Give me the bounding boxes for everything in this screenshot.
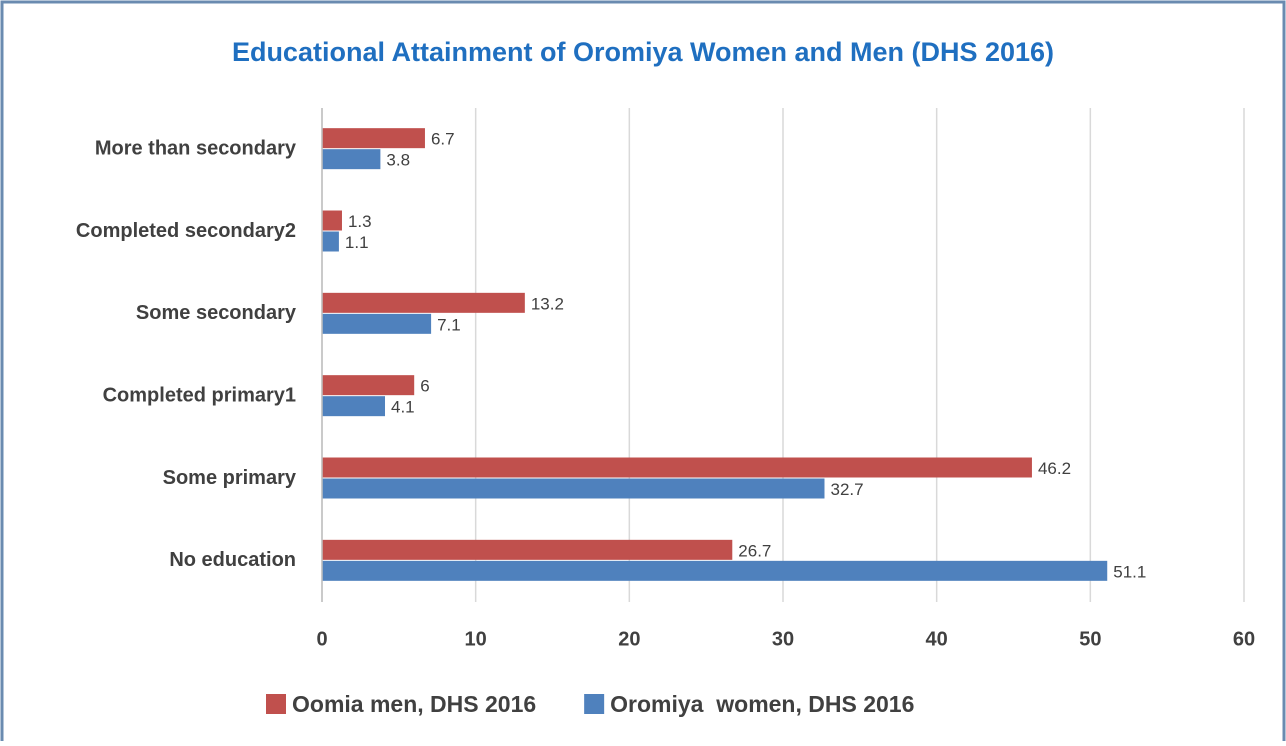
data-label: 3.8 [386,151,410,170]
legend-label: Oromiya women, DHS 2016 [610,691,914,717]
bar [322,396,386,417]
y-tick-label: Completed secondary2 [76,220,296,242]
bar [322,149,381,170]
x-tick-label: 10 [465,628,487,650]
bar [322,375,415,396]
x-tick-label: 60 [1233,628,1255,650]
data-label: 26.7 [738,541,771,560]
x-tick-label: 20 [618,628,640,650]
data-label: 51.1 [1113,562,1146,581]
legend-swatch [584,694,605,714]
legend-label: Oomia men, DHS 2016 [292,691,536,717]
bar [322,128,425,149]
data-label: 7.1 [437,315,461,334]
bar [322,478,825,499]
data-label: 46.2 [1038,459,1071,478]
x-tick-label: 30 [772,628,794,650]
data-label: 6.7 [431,130,455,149]
bar [322,539,733,560]
data-label: 13.2 [531,294,564,313]
x-tick-label: 40 [926,628,948,650]
y-tick-label: Some primary [163,467,297,489]
bar [322,292,525,313]
bar [322,457,1032,478]
data-label: 1.1 [345,233,369,252]
x-tick-label: 50 [1079,628,1101,650]
bar [322,210,342,231]
data-label: 32.7 [830,480,863,499]
data-label: 6 [420,377,429,396]
legend-swatch [266,694,286,714]
y-tick-label: Some secondary [136,302,297,324]
bar [322,560,1108,581]
bar [322,231,339,252]
x-tick-label: 0 [316,628,327,650]
data-label: 1.3 [348,212,372,231]
chart-title: Educational Attainment of Oromiya Women … [232,37,1054,67]
data-label: 4.1 [391,398,415,417]
bar [322,313,432,334]
y-tick-label: More than secondary [95,137,297,159]
y-tick-label: No education [169,549,296,571]
y-tick-label: Completed primary1 [103,384,296,406]
